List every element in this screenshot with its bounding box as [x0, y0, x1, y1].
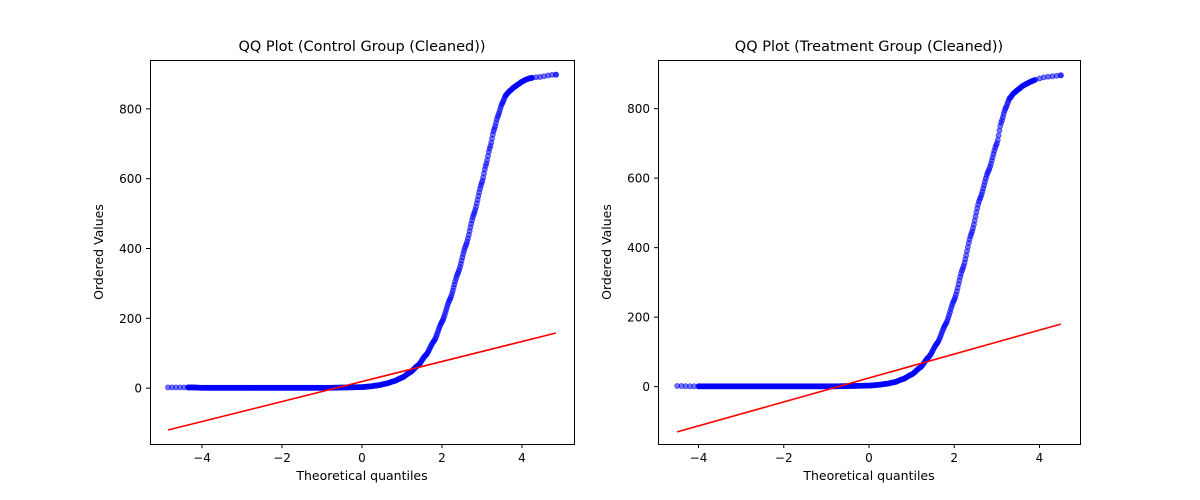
data-points: [165, 71, 559, 391]
y-tick-label: 0: [642, 380, 650, 394]
qq-point: [995, 132, 1002, 139]
x-tick-label: 4: [1036, 451, 1044, 465]
y-tick-label: 600: [627, 172, 650, 186]
x-tick-label: 0: [358, 451, 366, 465]
x-tick-label: −2: [273, 451, 291, 465]
data-points: [674, 72, 1064, 390]
qq-point: [553, 71, 559, 78]
y-tick-label: 800: [627, 102, 650, 116]
x-tick-label: −4: [690, 451, 708, 465]
y-axis-label: Ordered Values: [599, 204, 614, 300]
x-tick-label: −4: [193, 451, 211, 465]
x-axis-label: Theoretical quantiles: [295, 468, 427, 483]
chart-title: QQ Plot (Treatment Group (Cleaned)): [735, 39, 1003, 55]
y-axis-label: Ordered Values: [91, 204, 106, 300]
y-tick-label: 200: [627, 311, 650, 325]
control-qq-plot: −4 −2 0 2 4 0 200 400 600 800 QQ Plot (Control Gro…: [91, 39, 575, 483]
x-axis-label: Theoretical quantiles: [802, 468, 934, 483]
y-tick-label: 800: [119, 102, 142, 116]
y-tick-label: 400: [627, 241, 650, 255]
y-tick-label: 600: [119, 172, 142, 186]
chart-title: QQ Plot (Control Group (Cleaned)): [238, 39, 485, 55]
y-tick-label: 0: [134, 382, 142, 396]
y-tick-label: 400: [119, 242, 142, 256]
x-tick-label: 4: [518, 451, 526, 465]
y-tick-label: 200: [119, 312, 142, 326]
x-tick-label: −2: [775, 451, 793, 465]
reference-fit-line: [676, 323, 1062, 433]
qq-point: [1057, 72, 1064, 79]
x-tick-label: 0: [865, 451, 873, 465]
treatment-qq-plot: −4 −2 0 2 4 0 200 400 600 800 QQ Plot (Treatment G…: [599, 39, 1081, 483]
x-tick-label: 2: [438, 451, 446, 465]
x-tick-label: 2: [950, 451, 958, 465]
reference-fit-line: [167, 332, 557, 431]
